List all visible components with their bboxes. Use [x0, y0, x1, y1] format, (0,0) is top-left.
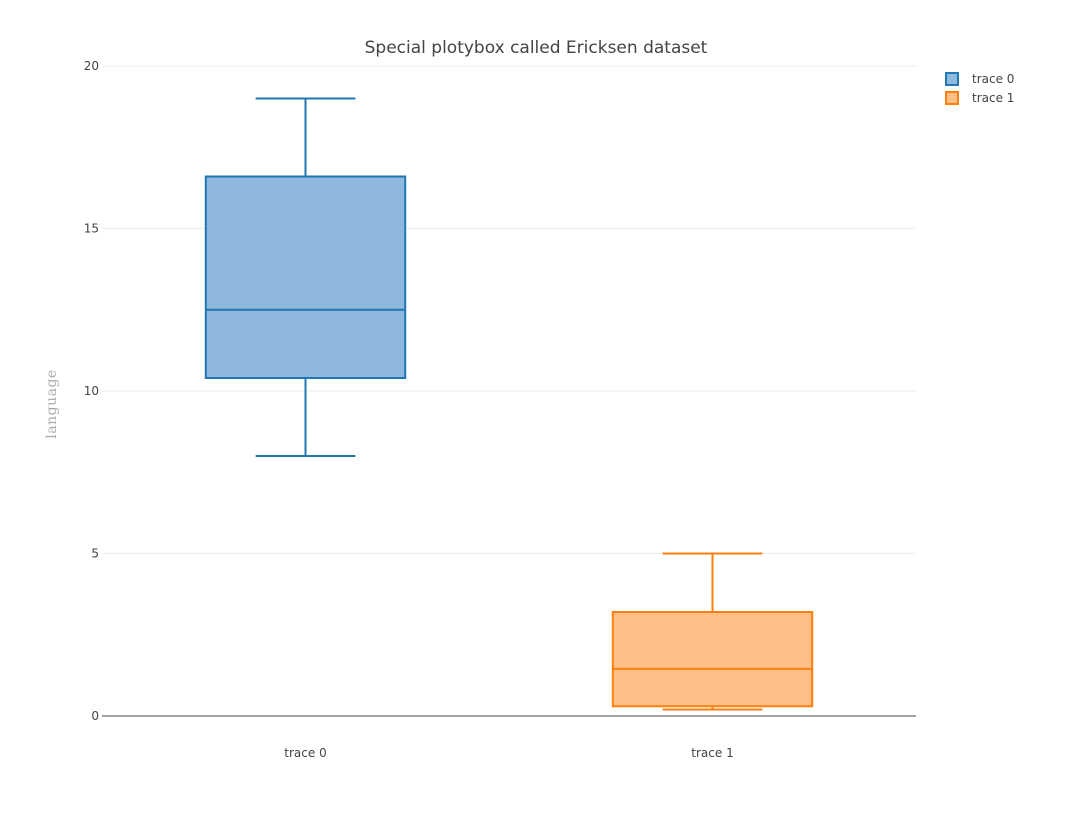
y-tick-label: 0	[91, 709, 99, 723]
box-trace[interactable]	[611, 552, 814, 711]
legend: trace 0 trace 1	[945, 72, 1014, 105]
legend-swatch	[945, 72, 959, 86]
y-tick-label: 15	[84, 222, 99, 236]
box-layer	[204, 97, 814, 711]
x-tick-label: trace 0	[284, 746, 326, 760]
legend-label: trace 1	[972, 91, 1014, 105]
x-tick-label: trace 1	[691, 746, 733, 760]
y-axis-label: language	[44, 369, 60, 438]
legend-item[interactable]: trace 0	[945, 72, 1014, 86]
chart-title: Special plotybox called Ericksen dataset	[365, 38, 708, 58]
legend-label: trace 0	[972, 72, 1014, 86]
box-body	[204, 175, 407, 379]
x-tick-labels: trace 0 trace 1	[284, 746, 733, 760]
box-trace[interactable]	[204, 97, 407, 457]
y-tick-label: 5	[91, 547, 99, 561]
legend-swatch	[945, 91, 959, 105]
y-tick-labels: 0 5 10 15 20	[84, 59, 99, 723]
y-tick-label: 10	[84, 384, 99, 398]
y-tick-label: 20	[84, 59, 99, 73]
legend-item[interactable]: trace 1	[945, 91, 1014, 105]
box-body	[611, 611, 814, 708]
